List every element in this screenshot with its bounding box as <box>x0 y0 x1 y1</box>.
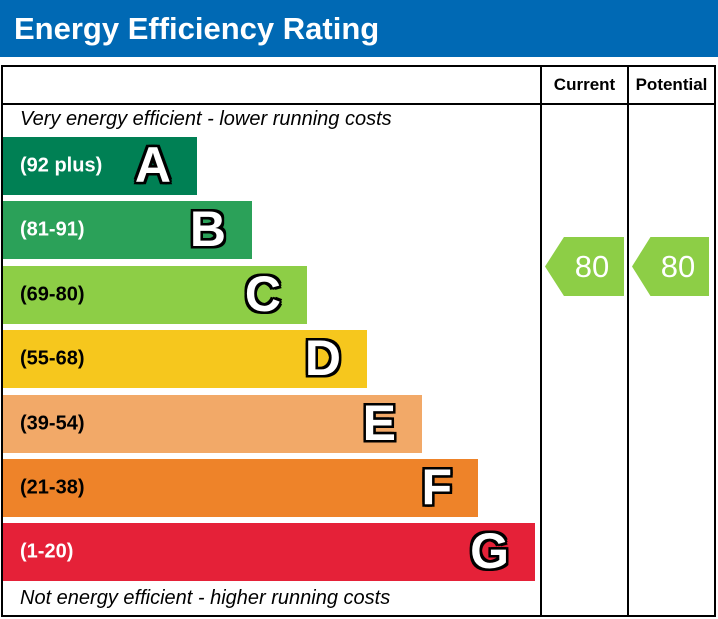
band-range-label: (1-20) <box>20 540 74 563</box>
current-rating-value: 80 <box>574 248 610 284</box>
header-cell-blank <box>3 67 542 103</box>
band-f: (21-38) F <box>3 459 478 517</box>
band-letter: G <box>470 523 509 580</box>
band-range-label: (55-68) <box>20 347 85 370</box>
band-letter: F <box>421 459 452 515</box>
band-a: (92 plus) A <box>3 137 197 195</box>
band-d: (55-68) D <box>3 330 367 389</box>
band-letter: E <box>362 394 396 451</box>
current-column: 80 <box>542 105 629 615</box>
potential-column: 80 <box>629 105 714 615</box>
band-range-label: (39-54) <box>20 412 85 435</box>
title-bar: Energy Efficiency Rating <box>0 0 718 57</box>
band-letter: C <box>244 265 281 322</box>
potential-rating-arrow: 80 <box>632 237 709 296</box>
table-body-row: Very energy efficient - lower running co… <box>3 105 714 615</box>
header-cell-potential: Potential <box>635 75 708 94</box>
band-b: (81-91) B <box>3 201 252 260</box>
page-title: Energy Efficiency Rating <box>14 10 380 46</box>
band-range-label: (92 plus) <box>20 154 103 177</box>
bottom-note: Not energy efficient - higher running co… <box>20 587 391 609</box>
current-rating-arrow: 80 <box>545 237 624 296</box>
band-letter: B <box>189 201 226 258</box>
header-cell-current: Current <box>542 67 629 103</box>
band-c: (69-80) C <box>3 265 307 324</box>
potential-rating-value: 80 <box>660 248 696 284</box>
band-e: (39-54) E <box>3 394 422 453</box>
band-range-label: (69-80) <box>20 283 85 306</box>
band-range-label: (81-91) <box>20 218 85 241</box>
band-g: (1-20) G <box>3 523 535 582</box>
band-chart-area: Very energy efficient - lower running co… <box>3 105 542 615</box>
top-note: Very energy efficient - lower running co… <box>20 108 392 130</box>
band-range-label: (21-38) <box>20 476 85 499</box>
band-letter: A <box>134 137 171 193</box>
epc-rating-table: Current Potential Very energy efficient … <box>1 65 716 617</box>
band-letter: D <box>304 330 341 387</box>
table-header-row: Current Potential <box>3 67 714 105</box>
